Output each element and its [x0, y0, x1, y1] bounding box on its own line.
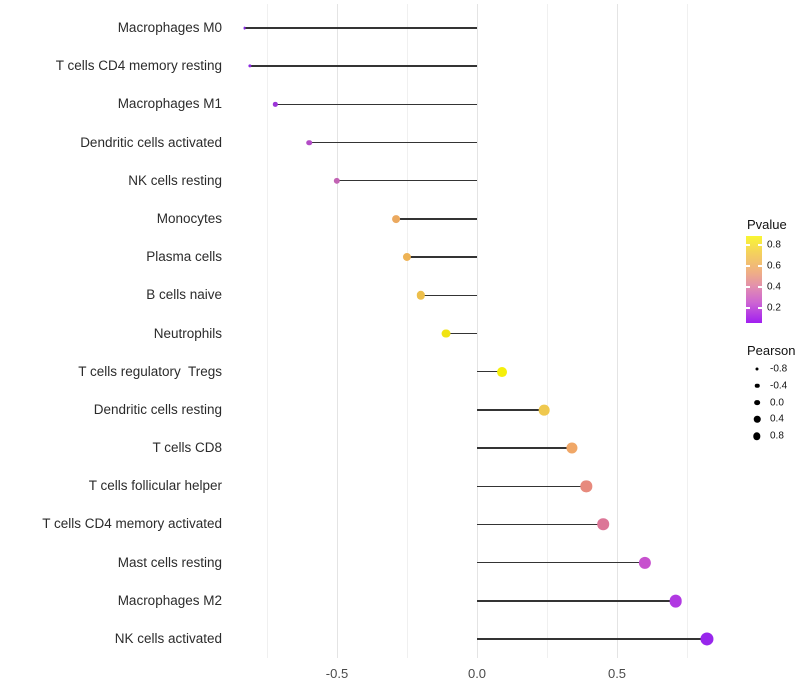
- category-label: Dendritic cells resting: [93, 402, 222, 418]
- lollipop-stem: [250, 65, 477, 67]
- gridline: [337, 4, 338, 658]
- category-label: Macrophages M2: [117, 593, 222, 609]
- lollipop-stem: [477, 561, 645, 564]
- data-point: [391, 215, 400, 223]
- lollipop-stem: [477, 600, 676, 602]
- pearson-size-key-dot: [753, 416, 761, 423]
- lollipop-stem: [244, 27, 477, 29]
- gridline: [267, 4, 268, 658]
- gradient-tick-label: 0.4: [767, 281, 781, 293]
- lollipop-stem: [446, 332, 477, 335]
- gradient-tick-mark: [746, 307, 750, 309]
- lollipop-stem: [309, 141, 477, 144]
- data-point: [402, 253, 412, 262]
- pearson-size-key-dot: [754, 383, 760, 389]
- data-point: [248, 64, 252, 68]
- pearson-size-key-label: 0.4: [770, 413, 784, 425]
- gridline: [547, 4, 548, 658]
- gridline: [687, 4, 688, 658]
- gradient-tick-label: 0.8: [767, 239, 781, 251]
- data-point: [243, 26, 247, 30]
- data-point: [597, 518, 609, 531]
- data-point: [580, 480, 592, 492]
- lollipop-stem: [477, 447, 573, 449]
- gradient-tick-mark: [746, 286, 750, 288]
- gridline: [407, 4, 408, 658]
- gridline: [617, 4, 618, 658]
- pearson-size-key-dot: [755, 367, 759, 371]
- lollipop-stem: [477, 638, 707, 640]
- data-point: [333, 177, 341, 184]
- pearson-size-key-dot: [753, 432, 761, 440]
- category-label: NK cells activated: [114, 631, 222, 647]
- category-label: T cells follicular helper: [88, 478, 222, 494]
- lollipop-stem: [477, 523, 603, 526]
- category-label: Plasma cells: [146, 249, 222, 265]
- pearson-size-key-label: -0.8: [770, 363, 788, 375]
- pearson-size-key-dot: [754, 399, 760, 406]
- category-label: T cells CD8: [152, 440, 222, 456]
- lollipop-stem: [337, 180, 477, 182]
- gradient-tick-mark: [746, 244, 750, 246]
- category-label: Monocytes: [156, 211, 222, 227]
- category-label: Macrophages M0: [117, 20, 222, 36]
- category-label: Dendritic cells activated: [80, 134, 222, 150]
- data-point: [638, 556, 652, 569]
- legend-pvalue-title: Pvalue: [747, 217, 787, 232]
- data-point: [538, 404, 550, 416]
- x-tick-label: 0.0: [467, 666, 487, 681]
- data-point: [566, 442, 578, 454]
- legend-pearson-title: Pearson: [747, 343, 796, 358]
- x-tick-label: 0.5: [607, 666, 627, 681]
- data-point: [669, 594, 683, 608]
- data-point: [306, 139, 312, 146]
- category-label: T cells regulatory Tregs: [78, 363, 222, 379]
- gradient-tick-mark: [758, 265, 762, 267]
- gradient-tick-label: 0.2: [767, 302, 781, 314]
- category-label: T cells CD4 memory activated: [42, 516, 222, 532]
- gradient-tick-label: 0.6: [767, 260, 781, 272]
- lollipop-stem: [477, 371, 503, 373]
- data-point: [273, 102, 278, 107]
- lollipop-stem: [395, 218, 477, 220]
- gridline: [477, 4, 478, 658]
- lollipop-stem: [477, 485, 587, 487]
- gradient-tick-mark: [758, 307, 762, 309]
- category-label: T cells CD4 memory resting: [55, 58, 222, 74]
- category-label: Macrophages M1: [117, 96, 222, 112]
- gradient-tick-mark: [746, 265, 750, 267]
- pearson-size-key-label: 0.0: [770, 397, 784, 409]
- lollipop-stem: [275, 103, 477, 106]
- lollipop-stem: [477, 409, 545, 411]
- data-point: [700, 632, 714, 646]
- data-point: [441, 329, 451, 338]
- pearson-size-key-label: 0.8: [770, 430, 784, 442]
- lollipop-stem: [407, 256, 477, 258]
- category-label: Mast cells resting: [117, 554, 222, 570]
- pvalue-gradient-bar: [746, 236, 762, 323]
- lollipop-stem: [421, 294, 477, 297]
- category-label: B cells naive: [146, 287, 222, 303]
- pearson-size-key-label: -0.4: [770, 380, 788, 392]
- x-tick-label: -0.5: [325, 666, 349, 681]
- category-label: NK cells resting: [128, 172, 222, 188]
- gradient-tick-mark: [758, 244, 762, 246]
- gradient-tick-mark: [758, 286, 762, 288]
- data-point: [497, 366, 508, 377]
- category-label: Neutrophils: [153, 325, 222, 341]
- data-point: [416, 291, 426, 300]
